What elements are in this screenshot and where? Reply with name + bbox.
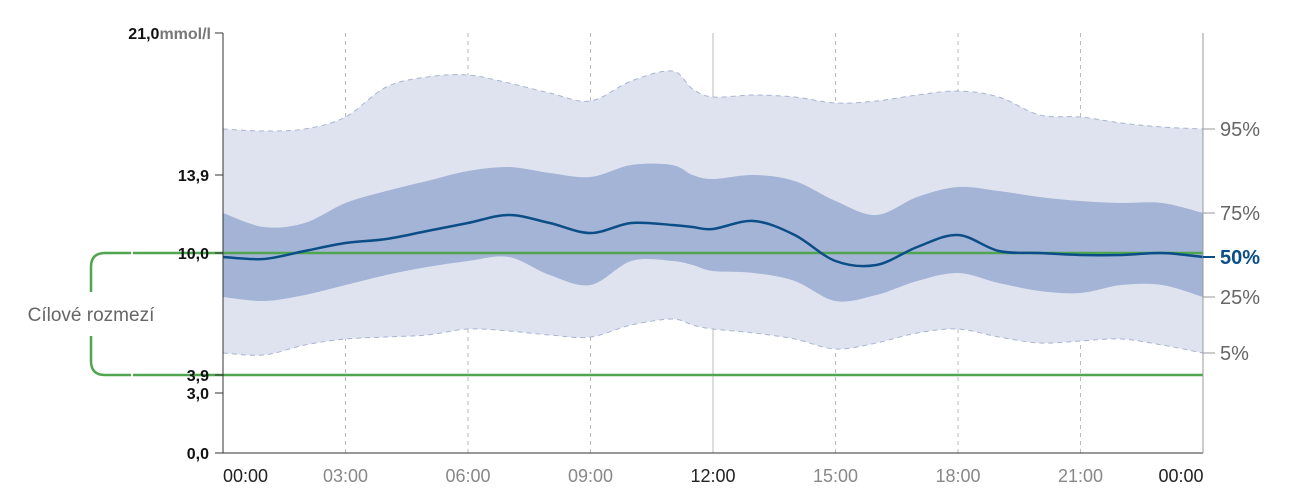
x-tick-label: 09:00: [568, 466, 613, 486]
x-tick-label: 12:00: [690, 466, 735, 486]
y-tick-label: 3,9: [187, 368, 209, 385]
median-line: [222, 213, 1204, 268]
percentile-label-p5: 5%: [1220, 343, 1249, 365]
axes: [222, 33, 1204, 454]
target-bracket: [89, 251, 131, 377]
percentile-label-p25: 25%: [1220, 287, 1260, 309]
y-tick-label: 3,0: [187, 386, 209, 403]
median-line-group: [222, 213, 1204, 268]
percentile-label-p95: 95%: [1220, 119, 1260, 141]
y-tick-label: 0,0: [187, 446, 209, 463]
x-tick-label: 06:00: [445, 466, 490, 486]
target-range-label: Cílové rozmezí: [28, 305, 155, 326]
x-tick-label: 03:00: [323, 466, 368, 486]
x-tick-label: 18:00: [935, 466, 980, 486]
x-tick-label: 21:00: [1058, 466, 1103, 486]
y-axis-ticks: 0,0 3,03,9 10,0 13,9 21,0mmol/l: [128, 26, 223, 463]
x-axis-ticks: 00:00 03:00 06:00 09:00 12:00 15:00 18:00 21:00…: [223, 466, 1204, 486]
target-range-bracket: Cílové rozmezí: [28, 251, 155, 377]
p95-edge: [222, 70, 1204, 132]
y-tick-label: 13,9: [178, 168, 209, 185]
x-tick-label: 00:00: [1158, 466, 1203, 486]
percentile-labels: 95% 75% 50% 25% 5%: [1203, 119, 1260, 365]
x-tick-label: 00:00: [223, 466, 268, 486]
x-tick-label: 15:00: [813, 466, 858, 486]
percentile-bands: [222, 70, 1204, 356]
y-tick-label: 10,0: [178, 246, 209, 263]
y-tick-label-top: 21,0mmol/l: [128, 26, 211, 43]
percentile-label-p75: 75%: [1220, 203, 1260, 225]
percentile-label-p50: 50%: [1220, 247, 1260, 269]
band-25-75: [223, 163, 1203, 302]
